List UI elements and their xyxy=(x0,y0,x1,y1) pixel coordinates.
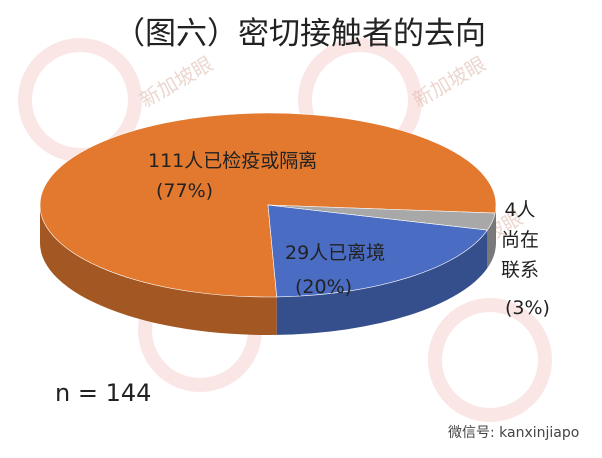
slice-side xyxy=(40,205,277,335)
value-label: (20%) xyxy=(295,276,353,298)
slice-label: 111人已检疫或隔离 xyxy=(148,150,318,172)
slice xyxy=(267,204,488,298)
watermark: 新加坡眼 xyxy=(409,52,490,113)
slice xyxy=(267,204,496,231)
slice-side xyxy=(495,205,496,252)
slice-label: 4人尚在联系 xyxy=(500,199,539,281)
value-label: (3%) xyxy=(505,297,550,319)
watermark: 新加坡眼 xyxy=(136,52,217,113)
slice-side xyxy=(487,213,496,269)
slice-side xyxy=(276,230,488,335)
chart-title: （图六）密切接触者的去向 xyxy=(114,16,486,52)
annotation: n = 144 xyxy=(55,379,152,407)
footer: 微信号: kanxinjiapo xyxy=(448,425,580,441)
slice-label: 29人已离境 xyxy=(285,242,386,264)
value-label: (77%) xyxy=(156,180,214,202)
